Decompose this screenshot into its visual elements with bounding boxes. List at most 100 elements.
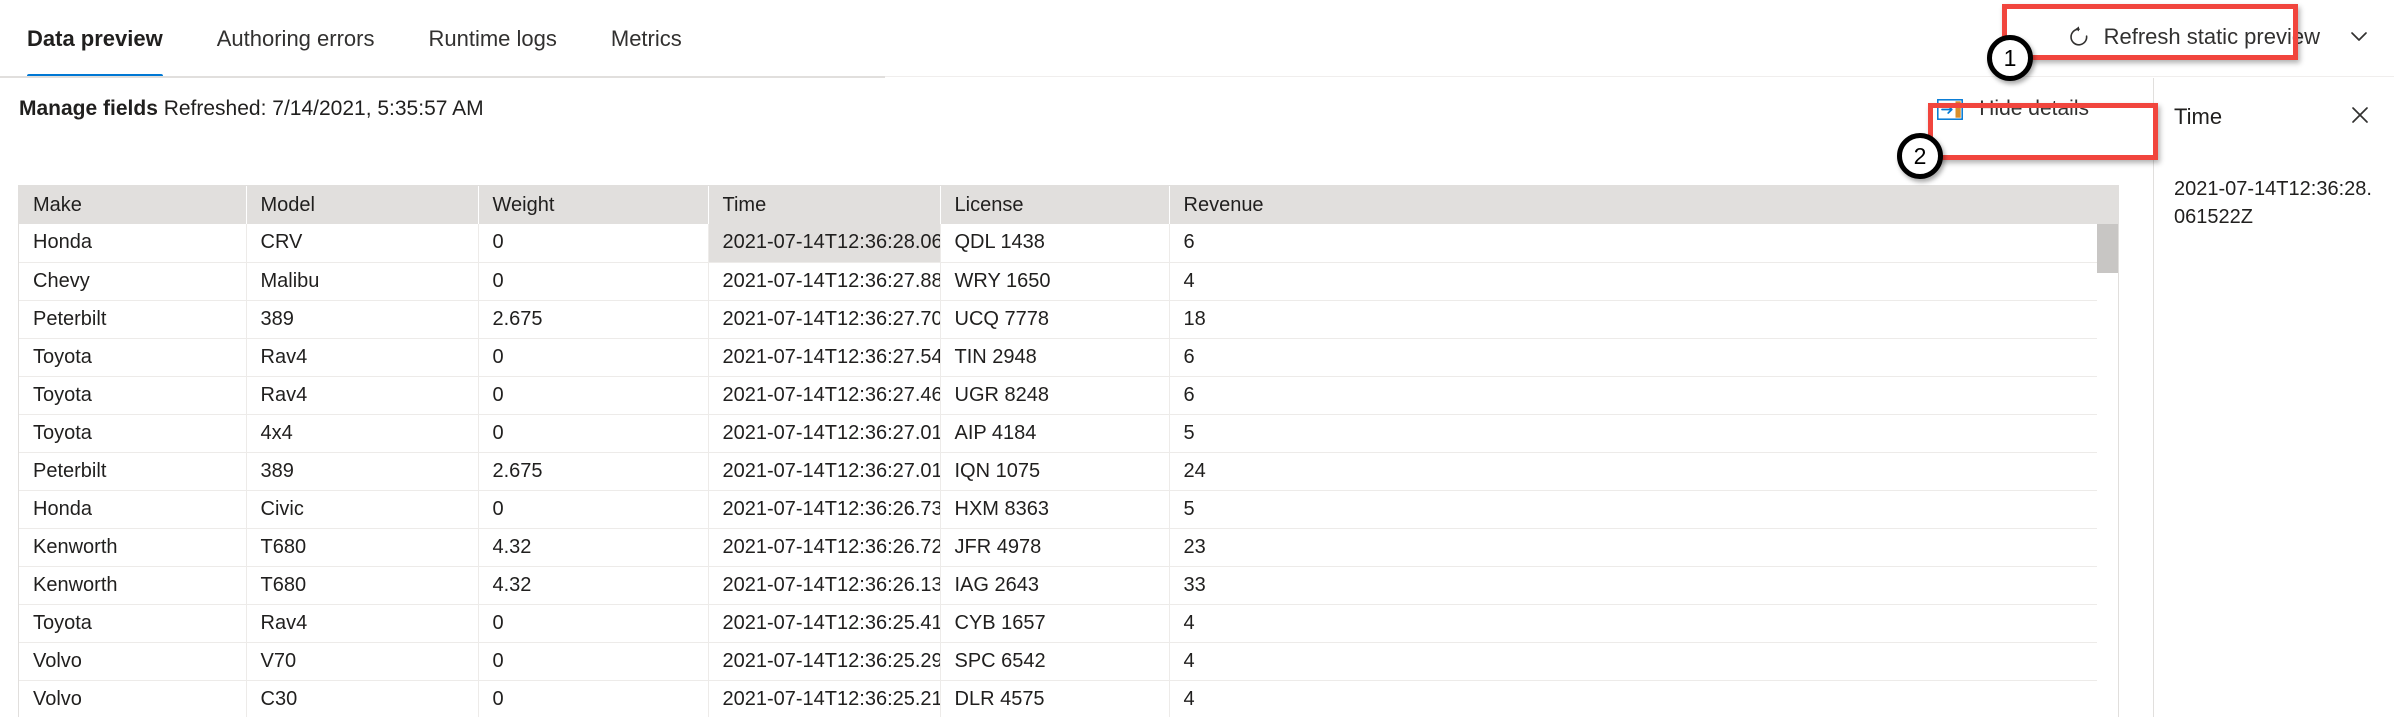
cell-time[interactable]: 2021-07-14T12:36:27.0179118Z [708, 414, 941, 453]
cell-weight[interactable]: 4.32 [478, 528, 709, 567]
cell-model[interactable]: Malibu [246, 262, 479, 301]
table-row[interactable]: KenworthT6804.322021-07-14T12:36:26.7269… [19, 528, 2118, 567]
cell-weight[interactable]: 0 [478, 262, 709, 301]
column-header-make[interactable]: Make [19, 186, 247, 224]
cell-time[interactable]: 2021-07-14T12:36:28.061522Z [708, 224, 941, 263]
cell-weight[interactable]: 0 [478, 604, 709, 643]
cell-license[interactable]: CYB 1657 [940, 604, 1170, 643]
cell-license[interactable]: TIN 2948 [940, 338, 1170, 377]
cell-revenue[interactable]: 33 [1169, 566, 2118, 605]
cell-license[interactable]: UCQ 7778 [940, 300, 1170, 339]
cell-time[interactable]: 2021-07-14T12:36:25.4145366Z [708, 604, 941, 643]
cell-model[interactable]: Rav4 [246, 604, 479, 643]
tab-authoring-errors[interactable]: Authoring errors [190, 0, 402, 78]
table-row[interactable]: ToyotaRav402021-07-14T12:36:25.4145366ZC… [19, 604, 2118, 643]
cell-weight[interactable]: 0 [478, 414, 709, 453]
cell-revenue[interactable]: 4 [1169, 680, 2118, 717]
cell-license[interactable]: IQN 1075 [940, 452, 1170, 491]
cell-license[interactable]: JFR 4978 [940, 528, 1170, 567]
table-row[interactable]: HondaCRV02021-07-14T12:36:28.061522ZQDL … [19, 224, 2118, 263]
cell-revenue[interactable]: 4 [1169, 604, 2118, 643]
cell-time[interactable]: 2021-07-14T12:36:26.7399118Z [708, 490, 941, 529]
column-header-time[interactable]: Time [708, 186, 941, 224]
cell-weight[interactable]: 0 [478, 376, 709, 415]
column-header-revenue[interactable]: Revenue [1169, 186, 2118, 224]
tab-runtime-logs[interactable]: Runtime logs [401, 0, 583, 78]
cell-model[interactable]: Rav4 [246, 376, 479, 415]
cell-license[interactable]: QDL 1438 [940, 224, 1170, 263]
details-panel-close-button[interactable] [2344, 100, 2376, 132]
cell-model[interactable]: 389 [246, 452, 479, 491]
table-row[interactable]: Peterbilt3892.6752021-07-14T12:36:27.017… [19, 452, 2118, 491]
cell-revenue[interactable]: 24 [1169, 452, 2118, 491]
table-row[interactable]: Toyota4x402021-07-14T12:36:27.0179118ZAI… [19, 414, 2118, 453]
data-preview-table-container[interactable]: Make Model Weight Time License Revenue H… [18, 185, 2119, 717]
cell-weight[interactable]: 0 [478, 642, 709, 681]
cell-make[interactable]: Peterbilt [19, 452, 247, 491]
cell-revenue[interactable]: 4 [1169, 642, 2118, 681]
cell-model[interactable]: T680 [246, 566, 479, 605]
cell-model[interactable]: 4x4 [246, 414, 479, 453]
cell-make[interactable]: Toyota [19, 414, 247, 453]
cell-time[interactable]: 2021-07-14T12:36:27.549522Z [708, 338, 941, 377]
cell-time[interactable]: 2021-07-14T12:36:25.2175366Z [708, 680, 941, 717]
cell-weight[interactable]: 2.675 [478, 300, 709, 339]
table-row[interactable]: Peterbilt3892.6752021-07-14T12:36:27.707… [19, 300, 2118, 339]
cell-model[interactable]: C30 [246, 680, 479, 717]
cell-make[interactable]: Kenworth [19, 528, 247, 567]
cell-weight[interactable]: 2.675 [478, 452, 709, 491]
cell-license[interactable]: HXM 8363 [940, 490, 1170, 529]
cell-model[interactable]: CRV [246, 224, 479, 263]
table-row[interactable]: ChevyMalibu02021-07-14T12:36:27.887522ZW… [19, 262, 2118, 301]
hide-details-button[interactable]: Hide details [1921, 86, 2105, 132]
cell-time[interactable]: 2021-07-14T12:36:26.7269118Z [708, 528, 941, 567]
tab-data-preview[interactable]: Data preview [0, 0, 190, 78]
cell-make[interactable]: Kenworth [19, 566, 247, 605]
cell-weight[interactable]: 0 [478, 224, 709, 263]
cell-weight[interactable]: 0 [478, 680, 709, 717]
cell-revenue[interactable]: 18 [1169, 300, 2118, 339]
cell-revenue[interactable]: 6 [1169, 338, 2118, 377]
cell-license[interactable]: IAG 2643 [940, 566, 1170, 605]
cell-license[interactable]: DLR 4575 [940, 680, 1170, 717]
cell-model[interactable]: 389 [246, 300, 479, 339]
cell-time[interactable]: 2021-07-14T12:36:27.467522Z [708, 376, 941, 415]
cell-revenue[interactable]: 6 [1169, 224, 2118, 263]
cell-license[interactable]: UGR 8248 [940, 376, 1170, 415]
cell-revenue[interactable]: 5 [1169, 414, 2118, 453]
table-vertical-scrollbar-track[interactable] [2097, 224, 2118, 717]
cell-model[interactable]: T680 [246, 528, 479, 567]
column-header-model[interactable]: Model [246, 186, 479, 224]
cell-license[interactable]: WRY 1650 [940, 262, 1170, 301]
cell-make[interactable]: Chevy [19, 262, 247, 301]
cell-time[interactable]: 2021-07-14T12:36:26.1339118Z [708, 566, 941, 605]
table-row[interactable]: ToyotaRav402021-07-14T12:36:27.467522ZUG… [19, 376, 2118, 415]
table-row[interactable]: VolvoV7002021-07-14T12:36:25.2915366ZSPC… [19, 642, 2118, 681]
cell-time[interactable]: 2021-07-14T12:36:27.707522Z [708, 300, 941, 339]
cell-make[interactable]: Peterbilt [19, 300, 247, 339]
table-row[interactable]: KenworthT6804.322021-07-14T12:36:26.1339… [19, 566, 2118, 605]
cell-make[interactable]: Honda [19, 490, 247, 529]
cell-make[interactable]: Toyota [19, 604, 247, 643]
cell-weight[interactable]: 0 [478, 490, 709, 529]
cell-time[interactable]: 2021-07-14T12:36:27.0179118Z [708, 452, 941, 491]
cell-revenue[interactable]: 4 [1169, 262, 2118, 301]
cell-make[interactable]: Honda [19, 224, 247, 263]
cell-weight[interactable]: 0 [478, 338, 709, 377]
tab-metrics[interactable]: Metrics [584, 0, 709, 78]
cell-model[interactable]: Civic [246, 490, 479, 529]
column-header-license[interactable]: License [940, 186, 1170, 224]
table-row[interactable]: VolvoC3002021-07-14T12:36:25.2175366ZDLR… [19, 680, 2118, 717]
cell-model[interactable]: Rav4 [246, 338, 479, 377]
cell-license[interactable]: SPC 6542 [940, 642, 1170, 681]
cell-time[interactable]: 2021-07-14T12:36:25.2915366Z [708, 642, 941, 681]
cell-make[interactable]: Toyota [19, 338, 247, 377]
cell-time[interactable]: 2021-07-14T12:36:27.887522Z [708, 262, 941, 301]
cell-revenue[interactable]: 5 [1169, 490, 2118, 529]
cell-make[interactable]: Volvo [19, 642, 247, 681]
column-header-weight[interactable]: Weight [478, 186, 709, 224]
cell-license[interactable]: AIP 4184 [940, 414, 1170, 453]
cell-model[interactable]: V70 [246, 642, 479, 681]
refresh-options-chevron-button[interactable] [2336, 14, 2382, 60]
cell-revenue[interactable]: 6 [1169, 376, 2118, 415]
